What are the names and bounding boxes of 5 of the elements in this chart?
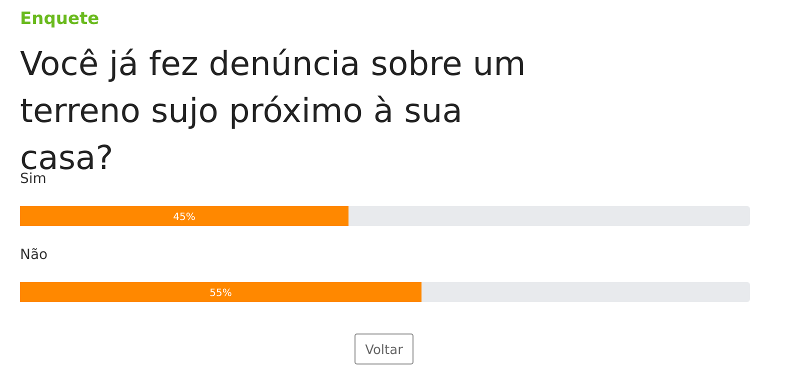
data-label: 55% <box>210 288 232 299</box>
data-label: 45% <box>173 212 196 223</box>
chart-subtitle: Enquete <box>20 9 100 29</box>
y-tick-label: Não <box>20 247 48 263</box>
back-button: Voltar <box>354 334 414 364</box>
